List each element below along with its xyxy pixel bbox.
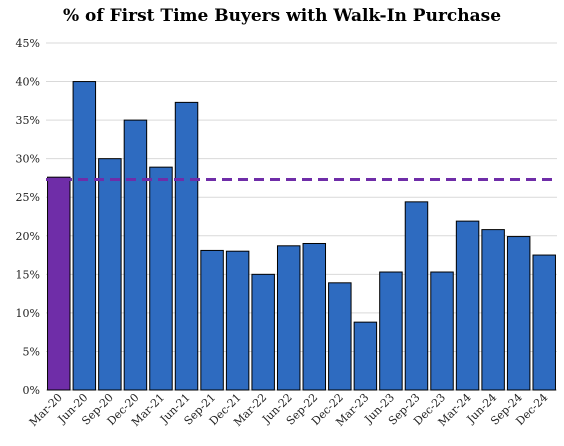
y-tick-label: 40% <box>16 76 40 89</box>
bar-mar-22 <box>251 273 275 391</box>
gridlines <box>46 42 557 391</box>
bar-sep-23 <box>404 201 429 391</box>
bar-jun-21 <box>174 101 199 391</box>
bar-dec-24 <box>532 254 556 391</box>
bar-jun-20 <box>72 81 97 391</box>
bar-sep-20 <box>98 158 122 391</box>
x-axis-ticks: Mar-20Jun-20Sep-20Dec-20Mar-21Jun-21Sep-… <box>27 391 550 429</box>
y-tick-label: 30% <box>16 153 40 166</box>
y-tick-label: 20% <box>16 230 40 243</box>
bar-dec-21 <box>225 250 250 391</box>
bar-mar-20 <box>47 176 71 391</box>
bar-mar-23 <box>353 321 378 391</box>
y-tick-label: 25% <box>16 191 40 204</box>
bar-sep-22 <box>302 242 327 391</box>
y-tick-label: 0% <box>23 384 40 397</box>
bar-mar-24 <box>455 220 480 391</box>
bar-jun-24 <box>481 229 505 391</box>
y-axis-ticks: 0% 5% 10% 15% 20% 25% 30% 35% 40% 45% <box>16 37 40 397</box>
bar-jun-23 <box>379 271 403 391</box>
y-tick-label: 15% <box>16 268 40 281</box>
y-tick-label: 10% <box>16 307 40 320</box>
y-tick-label: 5% <box>23 345 40 358</box>
bar-jun-22 <box>276 245 301 391</box>
bars <box>47 81 556 391</box>
bar-mar-21 <box>149 166 173 391</box>
bar-sep-24 <box>506 236 531 391</box>
bar-dec-23 <box>430 271 454 391</box>
bar-dec-22 <box>328 282 352 391</box>
bar-sep-21 <box>200 249 224 391</box>
chart-title: % of First Time Buyers with Walk-In Purc… <box>62 6 502 26</box>
y-tick-label: 45% <box>16 37 40 50</box>
bar-dec-20 <box>123 119 148 391</box>
y-tick-label: 35% <box>16 114 40 127</box>
